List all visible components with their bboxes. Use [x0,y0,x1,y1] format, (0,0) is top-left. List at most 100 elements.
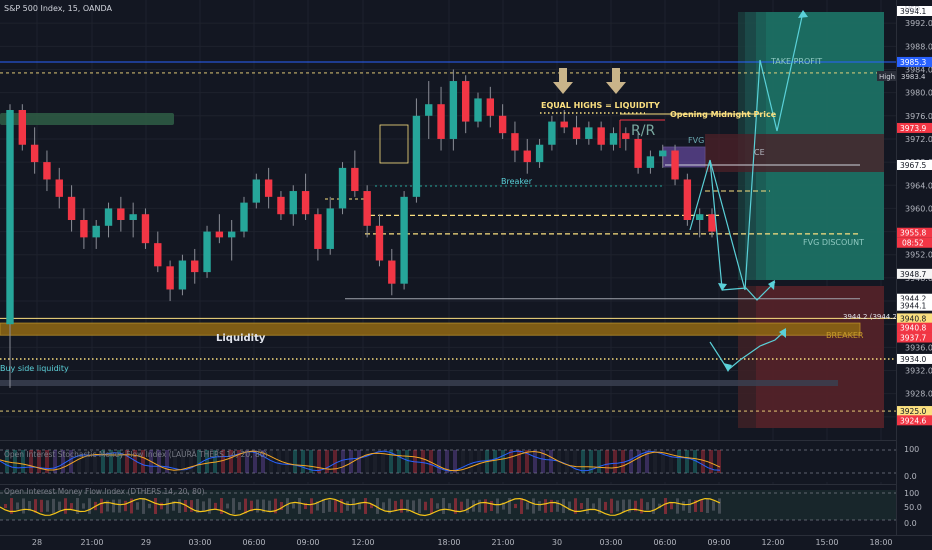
indicator-2-title: Open Interest Money Flow Index (DTHERS 1… [4,487,205,496]
time-tick-4: 06:00 [242,538,265,547]
red-stop-zone [738,286,884,428]
ind1-bar-6 [53,450,57,473]
candle-26 [326,196,334,255]
candle-body-29 [363,191,371,226]
price-tag-bg-11 [897,353,932,364]
ind1-bar-48 [389,450,393,473]
ind2-bar-97 [586,498,589,514]
candle-body-17 [215,231,224,238]
candle-27 [338,162,347,215]
ind2-bar-13 [82,503,85,509]
ind2-bar-0 [4,504,7,508]
ind2-bar-112 [676,498,679,514]
candle-49 [609,127,618,151]
candle-body-45 [560,121,568,128]
ind2-bar-100 [604,501,607,511]
ind2-bar-84 [508,498,511,514]
ind1-bar-64 [517,450,521,473]
candle-33 [412,98,421,203]
candle-8 [104,202,113,238]
ind1-bar-1 [13,450,17,473]
ind1-bar-11 [93,450,97,473]
ind2-bar-80 [484,499,487,513]
ind2-bar-24 [148,503,151,509]
ind1-bar-24 [197,450,201,473]
ind2-bar-119 [718,498,721,514]
ind1-bar-70 [565,450,569,473]
candle-44 [548,115,556,151]
candle-25 [314,208,322,261]
ind2-bar-73 [442,498,445,514]
ind2-bar-19 [118,499,121,513]
ind2-bar-81 [490,500,493,512]
ind1-bar-46 [373,450,377,473]
ind2-bar-8 [52,498,55,514]
candle-body-54 [671,150,679,180]
candle-4 [55,167,63,209]
ind2-bar-111 [670,502,673,510]
ind1-bar-49 [397,450,401,473]
price-tag-12: 3925.0 [897,406,932,417]
candle-body-16 [203,231,211,273]
ind2-bar-55 [334,499,337,513]
candle-body-27 [338,167,347,209]
candle-21 [264,167,273,209]
equal-highs-label: EQUAL HIGHS = LIQUIDITY [541,101,660,110]
price-tag-text-4: 3955.8 [900,229,926,238]
candle-body-12 [154,243,162,267]
ind2-bar-27 [166,498,169,514]
price-tag-text-0: 3994.1 [900,7,926,16]
high-label: High 3983.4 [877,71,926,81]
ind2-bar-50 [304,502,307,510]
time-tick-12: 09:00 [707,538,730,547]
indicator-pane-2: Open Interest Money Flow Index (DTHERS 1… [0,484,896,535]
breaker-zone [0,322,861,336]
ind2-bar-35 [214,502,217,510]
price-tag-text-12: 3925.0 [900,407,926,416]
candle-37 [461,75,470,134]
ind1-bar-22 [181,450,185,473]
ind2-bar-76 [460,501,463,511]
ind1-bar-56 [453,450,457,473]
candle-body-26 [326,208,334,249]
countdown-text: 08:52 [902,239,924,248]
indicator-1-title: Open Interest Stochastic Money Flow Inde… [4,450,267,459]
ind1-bar-4 [37,450,41,473]
candle-41 [511,121,519,163]
ind2-bar-34 [208,498,211,514]
candle-body-47 [585,127,593,139]
ind1-bar-32 [261,450,265,473]
ind2-bar-5 [34,499,37,513]
candle-10 [129,202,137,238]
take-profit-label: TAKE PROFIT [770,57,822,66]
ind2-bar-68 [412,500,415,512]
candle-body-14 [178,260,187,290]
candle-body-56 [695,214,704,220]
ind2-bar-94 [568,501,571,511]
ind2-bar-26 [160,502,163,510]
key-levels [0,61,896,412]
time-tick-9: 30 [552,538,562,547]
candle-body-10 [129,214,137,220]
candle-body-1 [18,110,27,145]
ce-label: CE [754,148,765,157]
ind2-bar-64 [388,498,391,514]
price-tag-text-10: 3937.7 [900,334,926,343]
ind2-bar-88 [532,498,535,514]
ind2-bar-9 [58,501,61,511]
ind2-bar-54 [328,500,331,512]
candle-22 [277,191,285,220]
projection-arrows [718,10,808,372]
ind2-bar-16 [100,498,103,514]
candle-15 [191,248,199,284]
ind1-bar-23 [189,450,193,473]
ind2-bar-115 [694,500,697,512]
candle-47 [585,121,593,145]
candle-29 [363,185,371,238]
price-tag-10: 3937.7 [897,332,932,343]
ind2-bar-12 [76,498,79,514]
price-tag-bg-2 [897,122,932,133]
ind1-bar-43 [349,450,353,473]
